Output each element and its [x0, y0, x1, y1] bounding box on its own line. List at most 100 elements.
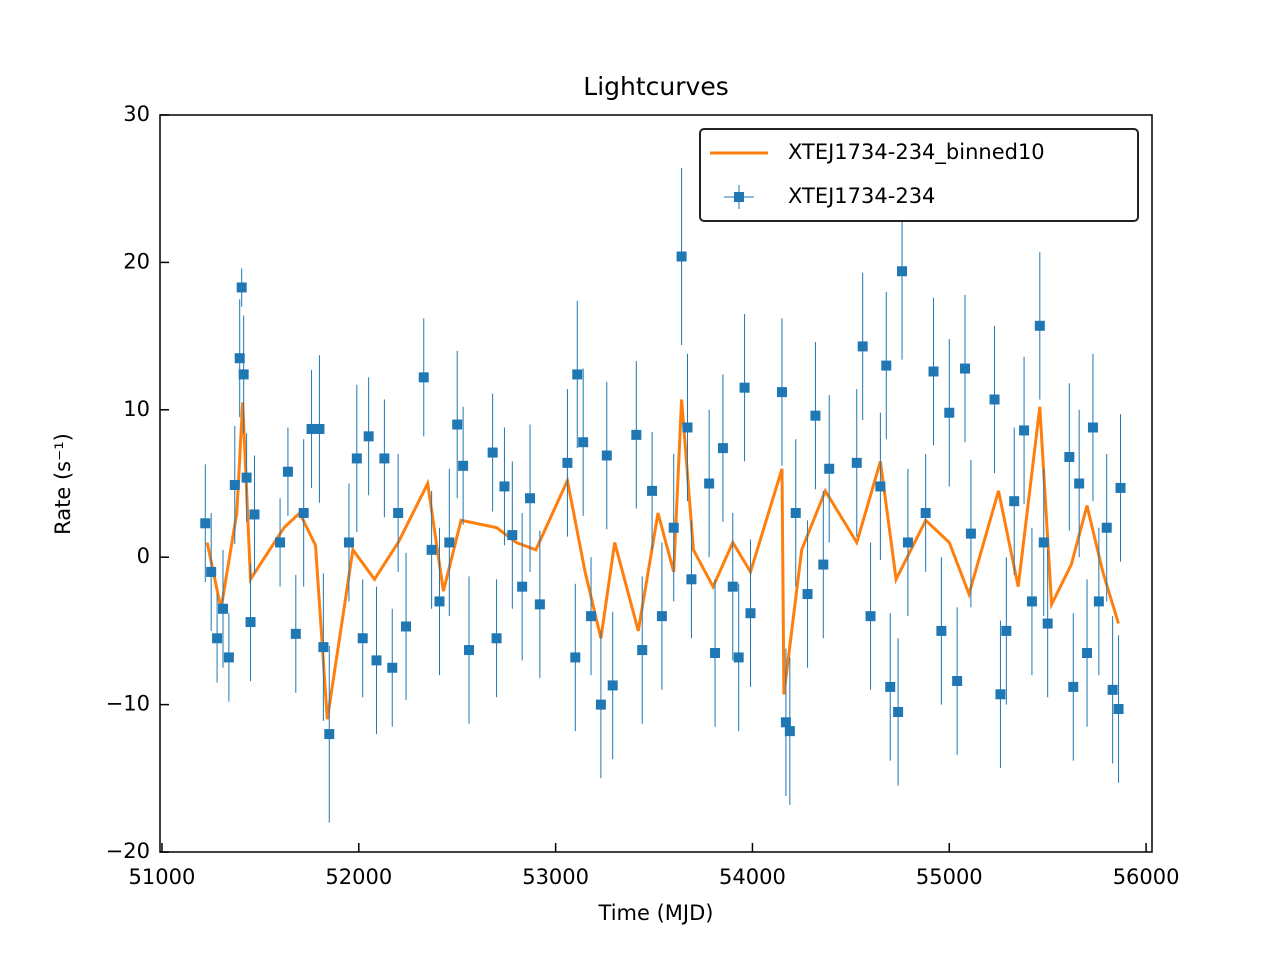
data-point — [586, 611, 597, 622]
data-point — [298, 507, 309, 518]
data-point — [499, 481, 510, 492]
data-point — [434, 596, 445, 607]
data-point — [401, 621, 412, 632]
data-point — [318, 642, 329, 653]
data-point — [534, 599, 545, 610]
data-point — [275, 537, 286, 548]
data-point — [562, 457, 573, 468]
data-point — [601, 450, 612, 461]
data-point — [818, 559, 829, 570]
data-point — [379, 453, 390, 464]
data-point — [452, 419, 463, 430]
legend-box — [699, 128, 1139, 222]
data-point — [920, 507, 931, 518]
data-point — [865, 611, 876, 622]
data-point — [1034, 320, 1045, 331]
data-point — [236, 282, 247, 293]
data-point — [238, 369, 249, 380]
data-point — [371, 655, 382, 666]
data-point — [928, 366, 939, 377]
data-point — [1074, 478, 1085, 489]
data-point — [784, 726, 795, 737]
data-point — [710, 648, 721, 659]
data-point — [776, 387, 787, 398]
data-point — [1068, 681, 1079, 692]
legend-label: XTEJ1734-234 — [788, 184, 935, 208]
data-point — [686, 574, 697, 585]
y-tick-label: −10 — [106, 692, 150, 716]
data-point — [893, 706, 904, 717]
data-point — [507, 530, 518, 541]
data-point — [393, 507, 404, 518]
data-point — [290, 628, 301, 639]
plot-area — [200, 168, 1126, 823]
data-point — [245, 617, 256, 628]
x-tick-label: 53000 — [522, 865, 589, 889]
data-point — [656, 611, 667, 622]
data-point — [363, 431, 374, 442]
data-point — [1101, 522, 1112, 533]
binned-line — [205, 399, 1120, 720]
data-point — [851, 457, 862, 468]
data-point — [444, 537, 455, 548]
data-point — [857, 341, 868, 352]
data-point — [1001, 625, 1012, 636]
data-point — [802, 589, 813, 600]
y-tick-label: 20 — [123, 249, 150, 273]
data-point — [572, 369, 583, 380]
data-point — [200, 518, 211, 529]
data-point — [464, 645, 475, 656]
y-tick-label: 30 — [123, 102, 150, 126]
data-point — [936, 625, 947, 636]
data-point — [607, 680, 618, 691]
data-point — [517, 581, 528, 592]
data-point — [458, 460, 469, 471]
data-point — [989, 394, 1000, 405]
data-point — [810, 410, 821, 421]
data-point — [487, 447, 498, 458]
data-point — [578, 437, 589, 448]
data-point — [234, 353, 245, 364]
y-axis-label: Rate (s⁻¹) — [51, 433, 75, 535]
data-point — [306, 423, 317, 434]
data-point — [418, 372, 429, 383]
data-point — [206, 566, 217, 577]
data-point — [745, 608, 756, 619]
data-point — [1019, 425, 1030, 436]
data-point — [790, 507, 801, 518]
data-point — [739, 382, 750, 393]
data-point — [314, 423, 325, 434]
data-point — [249, 509, 260, 520]
data-point — [952, 676, 963, 687]
chart-title: Lightcurves — [583, 72, 728, 101]
x-tick-label: 54000 — [719, 865, 786, 889]
data-point — [387, 662, 398, 673]
legend-label: XTEJ1734-234_binned10 — [788, 140, 1045, 165]
data-point — [1113, 704, 1124, 715]
data-point — [343, 537, 354, 548]
data-point — [631, 429, 642, 440]
data-point — [229, 479, 240, 490]
data-point — [995, 689, 1006, 700]
data-point — [324, 729, 335, 740]
x-tick-label: 56000 — [1113, 865, 1180, 889]
data-point — [241, 472, 252, 483]
data-point — [682, 422, 693, 433]
data-point — [704, 478, 715, 489]
data-point — [1115, 482, 1126, 493]
data-point — [875, 481, 886, 492]
y-tick-label: 10 — [123, 397, 150, 421]
x-tick-label: 52000 — [325, 865, 392, 889]
data-point — [1064, 451, 1075, 462]
x-tick-label: 55000 — [916, 865, 983, 889]
x-tick-label: 51000 — [129, 865, 196, 889]
data-point — [595, 699, 606, 710]
legend-marker — [734, 192, 744, 202]
data-point — [1107, 684, 1118, 695]
data-point — [824, 463, 835, 474]
data-point — [1093, 596, 1104, 607]
data-point — [780, 717, 791, 728]
y-tick-label: 0 — [137, 544, 150, 568]
data-point — [217, 603, 228, 614]
data-point — [676, 251, 687, 262]
